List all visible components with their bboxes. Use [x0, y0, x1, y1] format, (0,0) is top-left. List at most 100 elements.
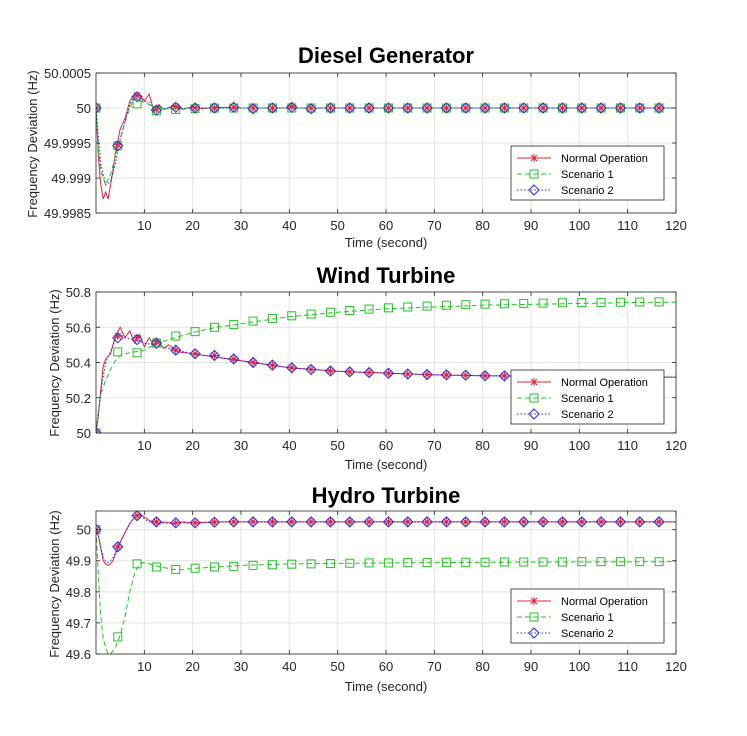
marker-scenario1: [364, 304, 374, 314]
marker-scenario2: [324, 365, 337, 377]
marker-scenario2: [247, 102, 259, 115]
marker-scenario1: [248, 560, 258, 570]
marker-normal: [403, 104, 412, 112]
marker-normal: [481, 104, 490, 112]
x-tick-label: 120: [665, 659, 687, 674]
marker-scenario2: [460, 102, 472, 114]
marker-scenario1: [635, 557, 645, 567]
x-tick-label: 60: [379, 218, 393, 233]
x-tick-label: 110: [617, 438, 638, 453]
series-line-scenario1: [96, 301, 676, 433]
legend-label-scenario-1: Scenario 1: [561, 169, 614, 181]
x-tick-label: 100: [568, 218, 590, 233]
marker-normal: [307, 104, 316, 112]
marker-scenario2: [189, 347, 201, 360]
marker-scenario1: [287, 311, 297, 321]
marker-scenario1: [461, 103, 471, 113]
marker-scenario1: [480, 103, 490, 113]
marker-scenario1: [113, 632, 123, 642]
marker-scenario2: [421, 368, 433, 381]
marker-normal: [577, 517, 586, 526]
marker-scenario2: [363, 366, 375, 379]
marker-normal: [519, 104, 528, 112]
marker-normal: [423, 517, 432, 526]
marker-normal: [365, 517, 374, 526]
marker-scenario2: [421, 102, 433, 114]
x-tick-label: 90: [524, 659, 538, 674]
legend-item-scenario-2: Scenario 2: [517, 408, 614, 421]
marker-scenario2: [170, 344, 182, 356]
legend-label-scenario-2: Scenario 2: [561, 409, 614, 421]
marker-scenario1: [132, 348, 142, 358]
marker-scenario1: [403, 302, 413, 312]
y-tick-label: 49.999: [51, 171, 91, 186]
marker-scenario1: [596, 557, 606, 567]
x-tick-label: 60: [379, 659, 393, 674]
marker-scenario1: [461, 300, 471, 310]
marker-scenario2: [189, 102, 201, 114]
marker-normal: [268, 517, 277, 526]
marker-scenario2: [363, 102, 375, 114]
series-line-scenario2: [96, 94, 676, 186]
marker-scenario1: [615, 103, 625, 113]
marker-normal: [229, 517, 238, 526]
series-line-scenario2: [96, 333, 676, 433]
marker-scenario2: [595, 102, 607, 114]
marker-normal: [152, 105, 161, 114]
marker-scenario1: [364, 103, 374, 113]
x-tick-label: 50: [330, 659, 344, 674]
marker-normal: [113, 140, 122, 149]
marker-normal: [210, 104, 219, 112]
diesel-generator-chart: Diesel Generator 10 20 30 40 50 60 70 80 90 100 11…: [25, 43, 687, 250]
marker-normal: [345, 104, 354, 112]
marker-scenario1: [151, 562, 161, 572]
series-line-scenario1: [96, 96, 676, 187]
marker-scenario1: [422, 558, 432, 568]
wind-y-axis-label: Frequency Deviation (Hz): [47, 289, 62, 436]
marker-scenario1: [654, 297, 664, 307]
marker-scenario2: [247, 356, 259, 369]
marker-scenario2: [344, 516, 356, 528]
marker-scenario2: [305, 516, 317, 528]
marker-scenario2: [402, 368, 414, 380]
series-line-normal: [96, 326, 676, 433]
marker-scenario2: [382, 516, 395, 528]
y-tick-label: 50: [77, 426, 91, 441]
marker-scenario1: [615, 297, 625, 307]
marker-normal: [481, 371, 490, 380]
marker-scenario1: [499, 103, 509, 113]
marker-scenario2: [402, 516, 414, 528]
marker-normal: [519, 517, 528, 526]
marker-scenario1: [557, 298, 567, 308]
legend-item-scenario-1: Scenario 1: [517, 612, 614, 624]
y-tick-label: 50: [77, 523, 91, 538]
diesel-y-axis-label: Frequency Deviation (Hz): [25, 70, 40, 217]
y-tick-label: 50.4: [66, 356, 91, 371]
marker-scenario1: [577, 103, 587, 113]
marker-scenario1: [635, 103, 645, 113]
marker-scenario2: [344, 366, 356, 378]
marker-scenario1: [345, 306, 355, 316]
marker-scenario1: [596, 103, 606, 113]
marker-normal: [249, 104, 258, 112]
x-tick-label: 40: [282, 218, 296, 233]
marker-scenario2: [324, 516, 337, 528]
marker-scenario2: [421, 516, 433, 528]
marker-normal: [384, 369, 393, 378]
x-tick-label: 70: [427, 659, 441, 674]
legend-label-normal: Normal Operation: [561, 153, 648, 165]
marker-normal: [133, 91, 142, 100]
x-tick-label: 50: [330, 218, 344, 233]
marker-scenario1: [538, 298, 548, 308]
x-tick-label: 10: [137, 659, 151, 674]
y-tick-label: 49.6: [66, 647, 91, 662]
marker-scenario2: [479, 370, 491, 382]
marker-scenario2: [305, 102, 317, 115]
marker-normal: [500, 371, 509, 380]
x-tick-label: 80: [475, 218, 489, 233]
marker-normal: [113, 542, 122, 551]
marker-scenario2: [653, 102, 665, 114]
marker-normal: [345, 517, 354, 526]
marker-scenario1: [441, 103, 451, 113]
marker-normal: [616, 104, 625, 112]
